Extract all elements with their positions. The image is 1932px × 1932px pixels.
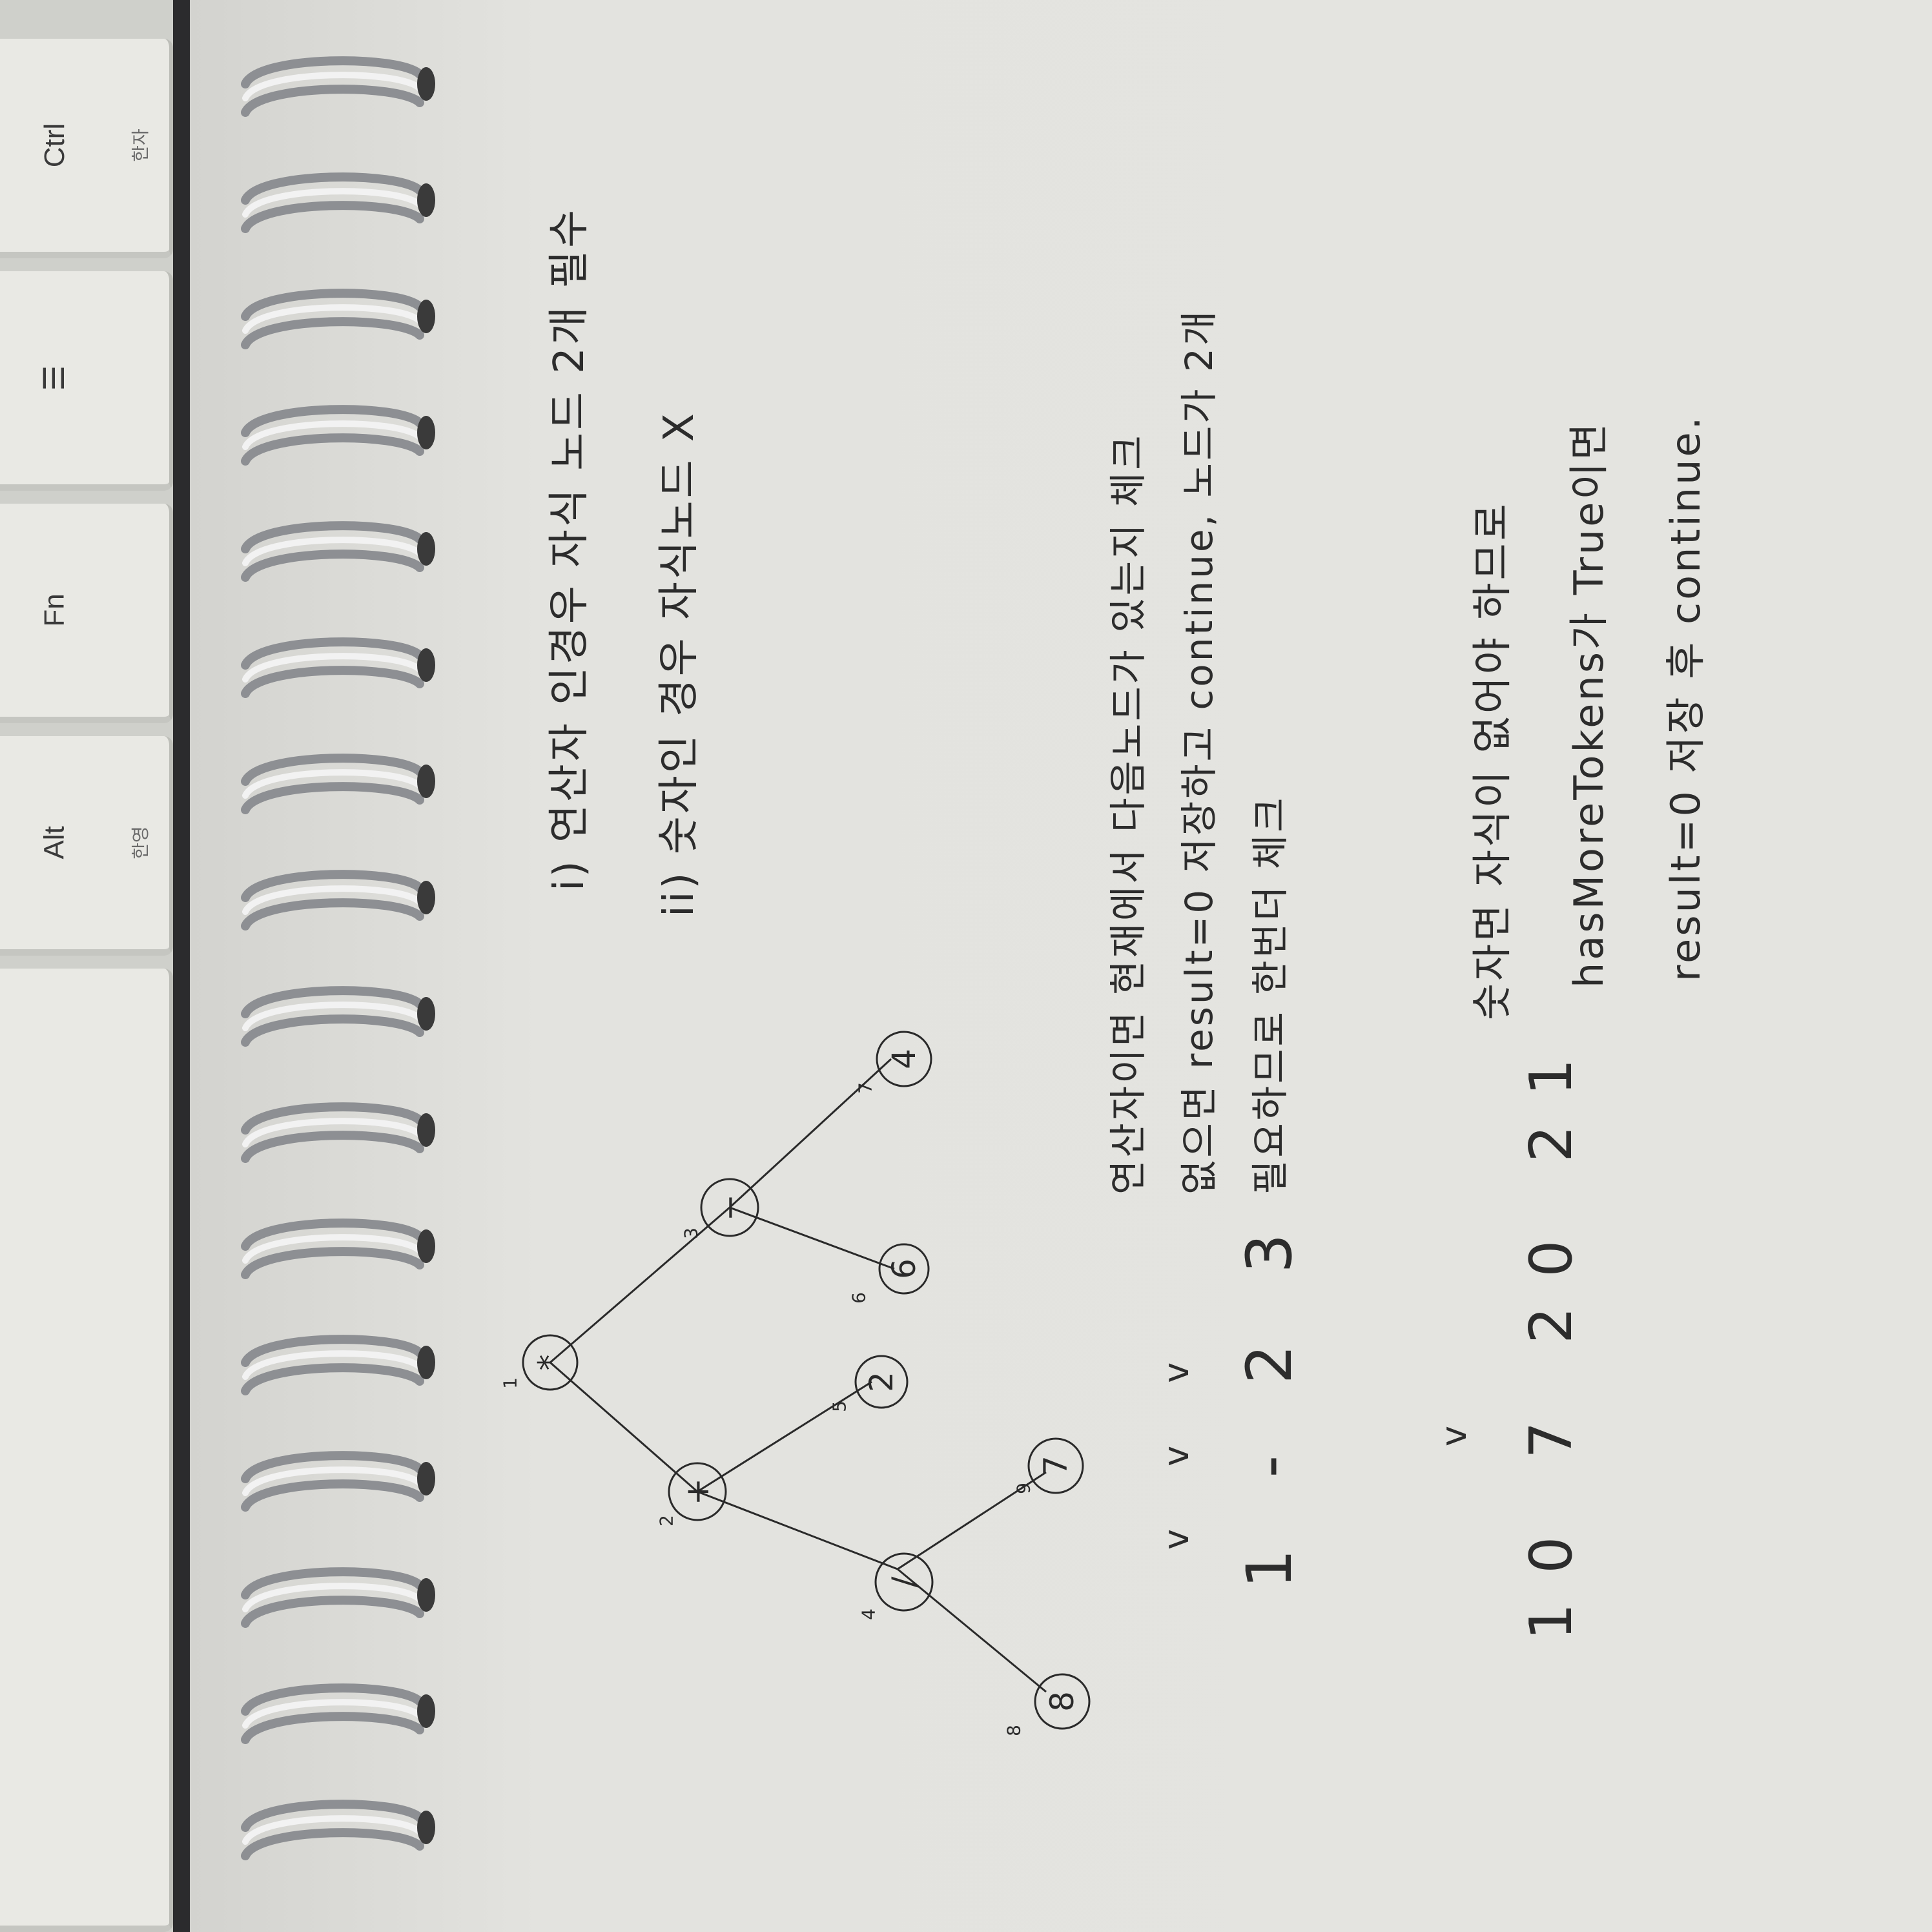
spiral-coil bbox=[241, 1567, 435, 1628]
order-n5: 5 bbox=[829, 1401, 850, 1412]
keyboard: Ctrl 한자 ☰ Fn Alt 한영 bbox=[0, 0, 194, 1932]
node-label-n8: 8 bbox=[1043, 1691, 1081, 1712]
order-n3: 3 bbox=[681, 1228, 702, 1239]
number-note-line-1: 숫자면 자식이 없어야 하므로 bbox=[1468, 501, 1516, 1020]
order-n1: 1 bbox=[500, 1377, 521, 1389]
spiral-coil bbox=[241, 870, 435, 930]
ctrl-key[interactable]: Ctrl 한자 bbox=[0, 39, 173, 258]
alt-key-sublabel: 한영 bbox=[130, 826, 151, 859]
node-two bbox=[854, 1355, 909, 1409]
keyboard-frame bbox=[173, 0, 190, 1932]
alt-key-label: Alt bbox=[38, 826, 70, 859]
spiral-coil bbox=[241, 986, 435, 1047]
spiral-coil bbox=[241, 1218, 435, 1279]
order-n9: 9 bbox=[1013, 1483, 1034, 1494]
alt-key[interactable]: Alt 한영 bbox=[0, 736, 173, 956]
node-label-n3: − bbox=[711, 1194, 748, 1221]
node-label-n1: * bbox=[531, 1355, 569, 1371]
order-n4: 4 bbox=[858, 1608, 879, 1620]
edge-1-2 bbox=[550, 1206, 730, 1364]
node-multiply bbox=[522, 1334, 579, 1391]
edge-3-4 bbox=[728, 1058, 892, 1209]
node-label-n7: 4 bbox=[885, 1049, 923, 1069]
spiral-coil bbox=[241, 1800, 435, 1860]
node-label-n6: 6 bbox=[885, 1259, 923, 1279]
edge-2-7 bbox=[697, 1490, 898, 1570]
spiral-coil bbox=[241, 1335, 435, 1395]
spiral-coil bbox=[241, 1102, 435, 1163]
node-label-n9: 7 bbox=[1037, 1455, 1074, 1476]
edge-7-8 bbox=[897, 1471, 1047, 1570]
example-marks-1: v v v bbox=[1156, 1336, 1197, 1550]
number-note-line-2: hasMoreTokens가 True이면 bbox=[1565, 420, 1612, 988]
node-minus bbox=[700, 1178, 759, 1237]
spiral-coil bbox=[241, 637, 435, 698]
fn-key[interactable]: Fn bbox=[0, 504, 173, 723]
menu-key-icon: ☰ bbox=[39, 365, 71, 391]
node-label-n2: + bbox=[679, 1478, 716, 1505]
node-label-n4: / bbox=[885, 1576, 923, 1587]
spiral-coil bbox=[241, 405, 435, 466]
edge-3-5 bbox=[729, 1206, 895, 1270]
node-four bbox=[876, 1031, 932, 1087]
edge-7-9 bbox=[897, 1568, 1047, 1693]
spiral-coil bbox=[241, 172, 435, 233]
rule-operator: i) 연산자 인경우 자식 노드 2개 필수 bbox=[546, 207, 593, 891]
operator-note-line-2: 없으면 result=0 저장하고 continue, 노드가 2개 bbox=[1177, 308, 1221, 1195]
example-marks-2: v bbox=[1434, 1423, 1474, 1446]
node-plus bbox=[668, 1462, 727, 1521]
node-six bbox=[878, 1243, 930, 1295]
order-n7: 7 bbox=[855, 1082, 876, 1094]
spiral-coil bbox=[241, 56, 435, 117]
node-seven bbox=[1027, 1437, 1084, 1494]
spiral-coil bbox=[241, 754, 435, 814]
node-eight bbox=[1034, 1673, 1091, 1730]
spiral-coil bbox=[241, 521, 435, 582]
expression-tree: * − + 4 6 2 / 7 8 1 3 2 7 6 5 4 9 8 bbox=[500, 1031, 1091, 1736]
node-divide bbox=[874, 1552, 934, 1612]
spiral-coil bbox=[241, 1683, 435, 1744]
operator-note-line-3: 필요하므로 한번더 체크 bbox=[1248, 795, 1292, 1195]
menu-key[interactable]: ☰ bbox=[0, 271, 173, 491]
ctrl-key-label: Ctrl bbox=[39, 123, 70, 168]
operator-note-line-1: 연산자이면 현재에서 다음노드가 있는지 체크 bbox=[1106, 433, 1150, 1195]
spiral-coil bbox=[241, 289, 435, 349]
example-sequence-1: 1 - 2 3 bbox=[1233, 1208, 1306, 1588]
spiral-coil bbox=[241, 1451, 435, 1512]
example-sequence-2: 10 7 20 21 bbox=[1517, 1029, 1585, 1640]
order-n8: 8 bbox=[1003, 1725, 1025, 1736]
edge-2-6 bbox=[697, 1381, 872, 1493]
edge-1-3 bbox=[550, 1361, 698, 1493]
space-key[interactable] bbox=[0, 969, 173, 1932]
ctrl-key-sublabel: 한자 bbox=[130, 128, 151, 162]
rule-number: ii) 숫자인 경우 자식노드 X bbox=[655, 411, 703, 917]
fn-key-label: Fn bbox=[38, 593, 70, 627]
order-n2: 2 bbox=[656, 1515, 677, 1526]
notebook-page bbox=[190, 0, 1932, 1932]
order-n6: 6 bbox=[848, 1292, 870, 1304]
number-note-line-3: result=0 저장 후 continue. bbox=[1662, 414, 1709, 981]
spiral-binding bbox=[232, 0, 439, 1932]
node-label-n5: 2 bbox=[863, 1372, 900, 1392]
